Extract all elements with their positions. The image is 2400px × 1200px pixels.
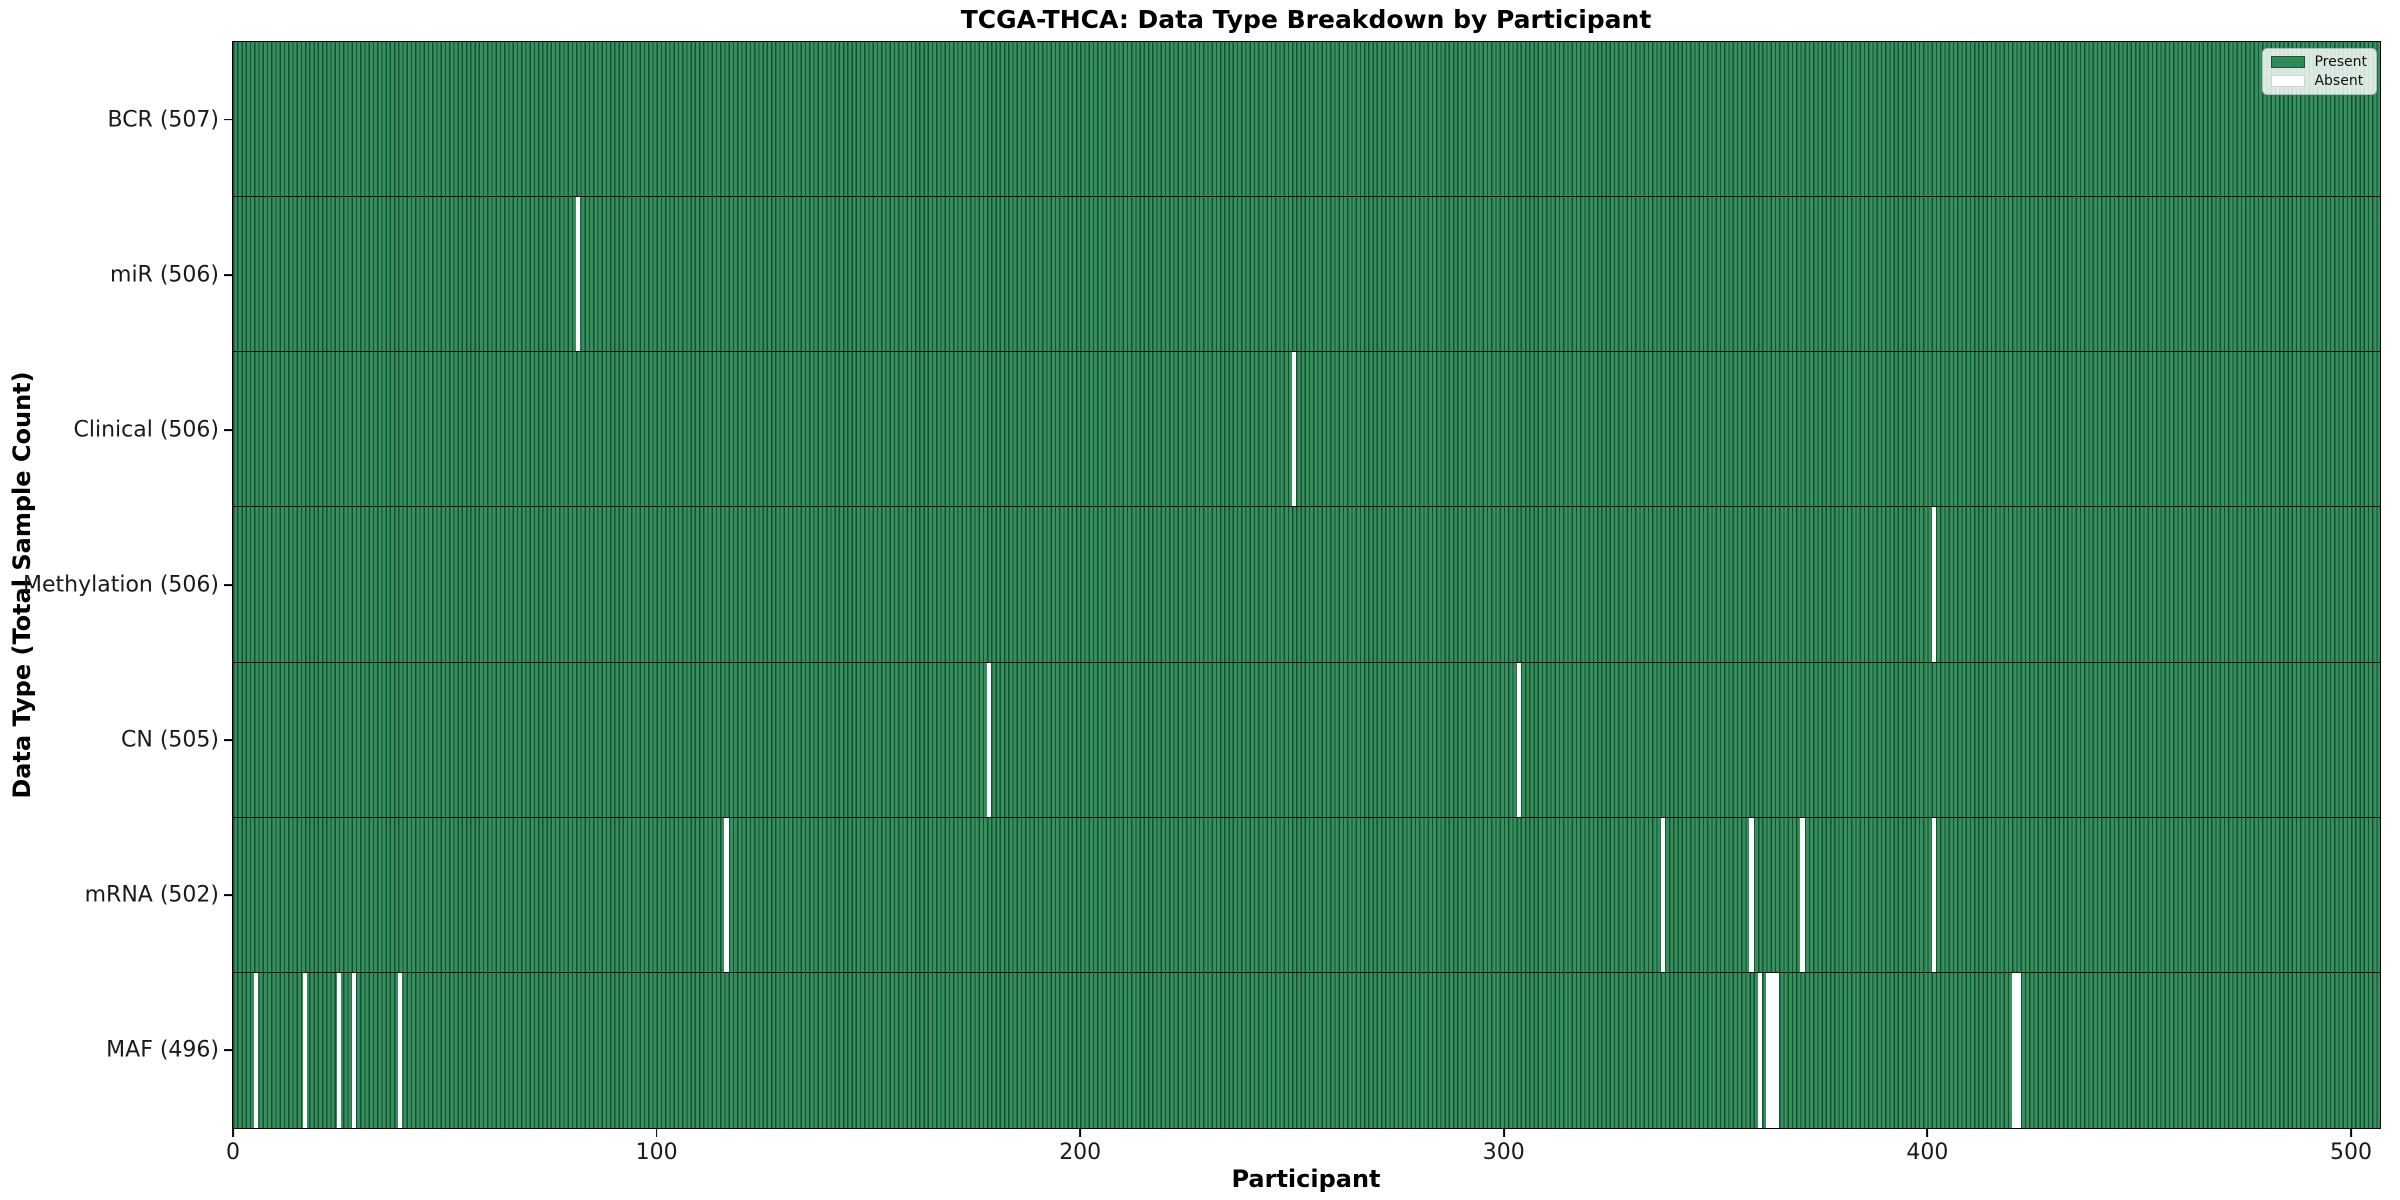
- y-tick-mark: [224, 584, 233, 586]
- y-tick-mark: [224, 1049, 233, 1052]
- row-maf: [233, 972, 2380, 1128]
- absent-gap: [336, 972, 342, 1128]
- absent-gap: [1660, 817, 1665, 972]
- x-tick-label: 100: [635, 1140, 678, 1165]
- absent-swatch-icon: [2271, 75, 2306, 87]
- legend-label-absent: Absent: [2314, 73, 2364, 89]
- y-tick-label: mRNA (502): [84, 882, 219, 908]
- absent-gap: [1757, 972, 1763, 1128]
- y-tick-mark: [224, 273, 233, 276]
- x-tick-mark: [232, 1128, 234, 1137]
- x-tick-label: 500: [2330, 1140, 2372, 1165]
- x-tick-mark: [1502, 1128, 1505, 1137]
- x-tick-label: 300: [1482, 1140, 1525, 1165]
- absent-gap: [1931, 817, 1936, 972]
- y-tick-mark: [224, 894, 233, 897]
- y-tick-label: CN (505): [121, 727, 219, 753]
- x-tick-mark: [1079, 1128, 1082, 1137]
- absent-gap: [2012, 972, 2021, 1128]
- y-tick-mark: [224, 118, 233, 121]
- x-tick-label: 200: [1059, 1140, 1102, 1165]
- absent-gap: [254, 972, 259, 1128]
- y-tick-label: Methylation (506): [23, 572, 219, 598]
- legend-entry-absent: Absent: [2271, 74, 2367, 88]
- row-bcr: [233, 42, 2380, 198]
- legend: Present Absent: [2262, 48, 2377, 95]
- absent-gap: [1292, 352, 1297, 507]
- plot-area: Present Absent: [232, 41, 2381, 1129]
- absent-gap: [987, 662, 992, 817]
- absent-gap: [724, 817, 729, 972]
- chart-title: TCGA-THCA: Data Type Breakdown by Partic…: [960, 5, 1652, 34]
- legend-label-present: Present: [2314, 54, 2367, 70]
- row-mir: [233, 197, 2380, 353]
- present-swatch-icon: [2271, 56, 2306, 68]
- y-tick-label: BCR (507): [107, 107, 219, 133]
- legend-entry-present: Present: [2271, 55, 2367, 69]
- absent-gap: [1749, 817, 1754, 972]
- absent-gap: [1800, 817, 1805, 972]
- x-tick-mark: [1926, 1128, 1929, 1137]
- y-tick-label: miR (506): [110, 262, 219, 288]
- absent-gap: [351, 972, 356, 1128]
- y-tick-mark: [224, 739, 233, 742]
- y-tick-label: MAF (496): [106, 1037, 219, 1063]
- row-clinical: [233, 352, 2380, 508]
- x-tick-label: 0: [226, 1140, 240, 1165]
- absent-gap: [1516, 662, 1521, 817]
- y-tick-mark: [224, 428, 233, 431]
- x-axis-title: Participant: [1231, 1165, 1381, 1193]
- row-mrna: [233, 817, 2380, 973]
- absent-gap: [398, 972, 403, 1128]
- row-cn: [233, 662, 2380, 818]
- absent-gap: [576, 197, 581, 352]
- row-methylation: [233, 507, 2380, 663]
- x-tick-label: 400: [1906, 1140, 1949, 1165]
- absent-gap: [302, 972, 308, 1128]
- y-tick-label: Clinical (506): [73, 417, 219, 443]
- absent-gap: [1766, 972, 1780, 1128]
- x-tick-mark: [655, 1128, 658, 1137]
- absent-gap: [1931, 507, 1936, 662]
- x-tick-mark: [2350, 1128, 2352, 1137]
